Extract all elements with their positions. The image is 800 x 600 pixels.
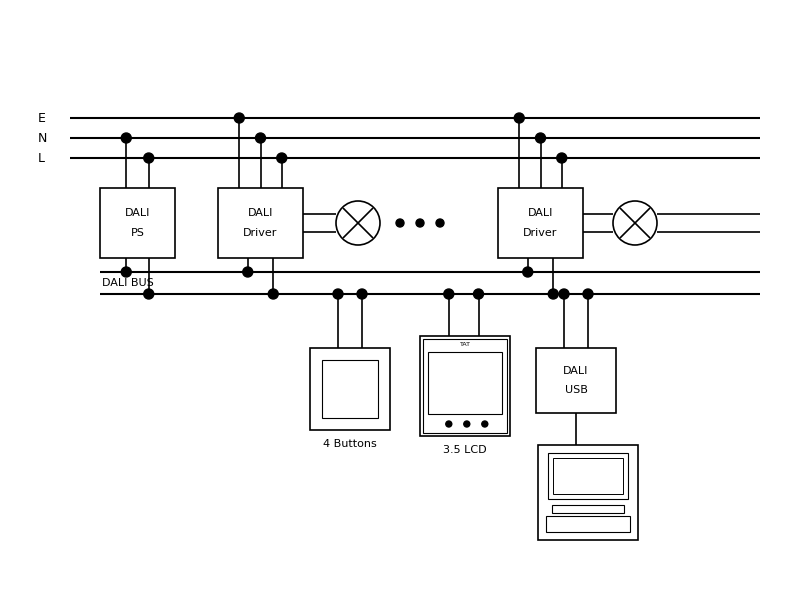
Text: DALI: DALI	[528, 208, 553, 217]
Bar	[553, 458, 623, 494]
Circle shape	[514, 113, 524, 123]
Circle shape	[583, 289, 593, 299]
Text: E: E	[38, 112, 46, 124]
Circle shape	[482, 421, 488, 427]
Text: 3.5 LCD: 3.5 LCD	[443, 445, 487, 455]
Circle shape	[535, 133, 546, 143]
Circle shape	[416, 219, 424, 227]
Text: PS: PS	[130, 229, 145, 238]
Bar	[423, 339, 507, 433]
Circle shape	[446, 421, 452, 427]
Circle shape	[357, 289, 367, 299]
Circle shape	[436, 219, 444, 227]
Bar	[548, 453, 628, 499]
Bar	[100, 188, 175, 258]
Bar	[552, 505, 624, 512]
Circle shape	[444, 289, 454, 299]
Circle shape	[255, 133, 266, 143]
Text: DALI: DALI	[125, 208, 150, 217]
Circle shape	[277, 153, 286, 163]
Bar	[428, 352, 502, 414]
Circle shape	[144, 153, 154, 163]
Circle shape	[557, 153, 566, 163]
Circle shape	[122, 133, 131, 143]
Bar	[218, 188, 303, 258]
Circle shape	[548, 289, 558, 299]
Circle shape	[396, 219, 404, 227]
Text: Driver: Driver	[523, 229, 558, 238]
Text: DALI: DALI	[248, 208, 273, 217]
Circle shape	[333, 289, 343, 299]
Circle shape	[122, 267, 131, 277]
Circle shape	[144, 289, 154, 299]
Text: TAT: TAT	[459, 341, 470, 346]
Bar	[538, 445, 638, 540]
Text: Driver: Driver	[243, 229, 278, 238]
Bar	[536, 348, 616, 413]
Bar	[310, 348, 390, 430]
Bar	[420, 336, 510, 436]
Circle shape	[234, 113, 244, 123]
Circle shape	[474, 289, 483, 299]
Text: N: N	[38, 131, 47, 145]
Bar	[322, 360, 378, 418]
Circle shape	[464, 421, 470, 427]
Circle shape	[268, 289, 278, 299]
Text: USB: USB	[565, 385, 587, 395]
Text: L: L	[38, 151, 45, 164]
Text: 4 Buttons: 4 Buttons	[323, 439, 377, 449]
Text: DALI: DALI	[563, 366, 589, 376]
Bar	[546, 515, 630, 532]
Text: DALI BUS: DALI BUS	[102, 278, 154, 288]
Circle shape	[559, 289, 569, 299]
Circle shape	[242, 267, 253, 277]
Bar	[498, 188, 583, 258]
Circle shape	[522, 267, 533, 277]
